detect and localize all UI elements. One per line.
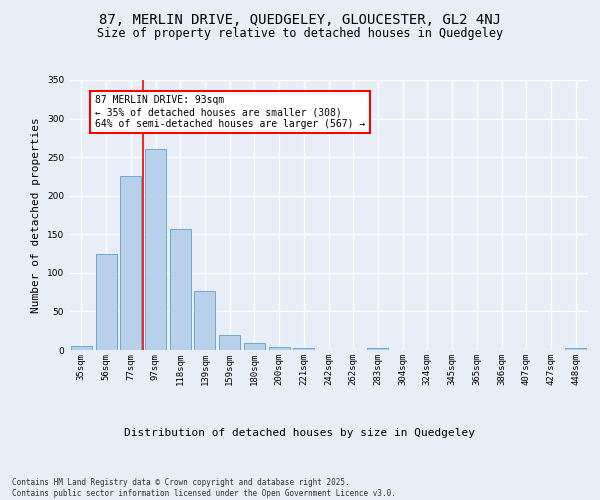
Bar xyxy=(145,148,166,350)
Text: 87 MERLIN DRIVE: 93sqm
← 35% of detached houses are smaller (308)
64% of semi-de: 87 MERLIN DRIVE: 93sqm ← 35% of detached… xyxy=(95,96,365,128)
Bar xyxy=(71,346,92,350)
Bar xyxy=(194,292,215,350)
Bar xyxy=(95,254,116,350)
Bar xyxy=(120,176,141,350)
Bar xyxy=(565,348,586,350)
Text: Distribution of detached houses by size in Quedgeley: Distribution of detached houses by size … xyxy=(125,428,476,438)
Text: 87, MERLIN DRIVE, QUEDGELEY, GLOUCESTER, GL2 4NJ: 87, MERLIN DRIVE, QUEDGELEY, GLOUCESTER,… xyxy=(99,12,501,26)
Bar xyxy=(367,348,388,350)
Y-axis label: Number of detached properties: Number of detached properties xyxy=(31,117,41,313)
Bar xyxy=(244,343,265,350)
Text: Size of property relative to detached houses in Quedgeley: Size of property relative to detached ho… xyxy=(97,28,503,40)
Bar xyxy=(219,334,240,350)
Bar xyxy=(170,229,191,350)
Bar xyxy=(269,347,290,350)
Text: Contains HM Land Registry data © Crown copyright and database right 2025.
Contai: Contains HM Land Registry data © Crown c… xyxy=(12,478,396,498)
Bar xyxy=(293,348,314,350)
